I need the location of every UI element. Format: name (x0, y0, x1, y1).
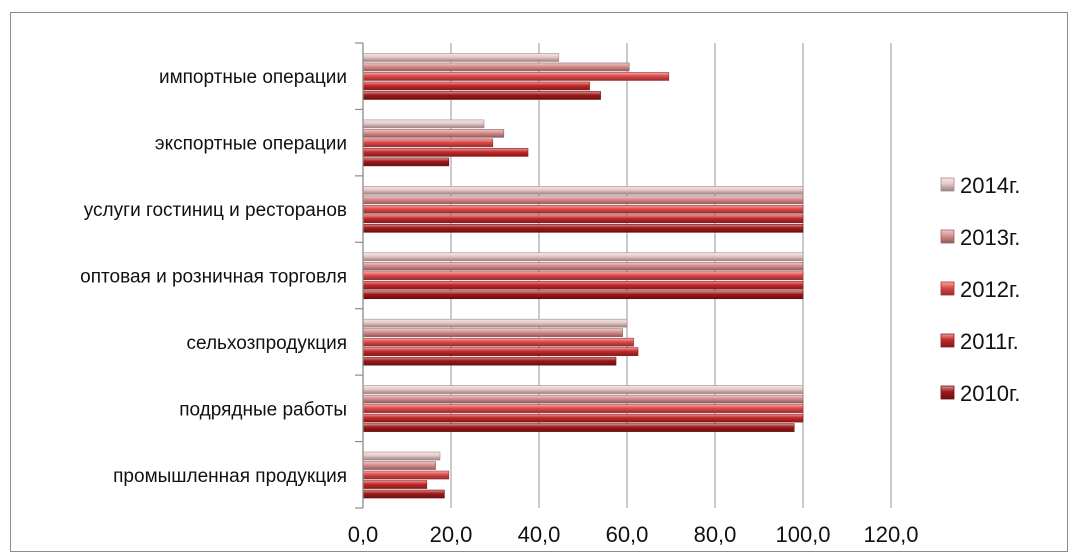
bar (362, 224, 804, 233)
bar (362, 62, 630, 72)
bar (362, 451, 441, 461)
bar (362, 470, 450, 480)
bar (362, 423, 795, 432)
legend-swatch (940, 177, 955, 192)
category-label: импортные операции (159, 67, 347, 88)
bar (362, 129, 505, 138)
category-label: подрядные работы (179, 399, 347, 420)
bar (362, 157, 450, 167)
x-tick-label: 80,0 (694, 522, 737, 547)
bar (362, 394, 804, 404)
x-tick-label: 20,0 (430, 522, 473, 547)
bar (362, 72, 670, 81)
bar (362, 280, 804, 290)
legend-swatch (940, 333, 955, 348)
bar (362, 347, 639, 356)
bar (362, 489, 445, 499)
bar (362, 461, 436, 470)
bar (362, 328, 623, 337)
bar (362, 214, 804, 224)
bar-chart: импортные операции экспортные операции усл… (80, 42, 1020, 547)
legend-label: 2012г. (960, 277, 1020, 302)
category-label: экспортные операции (155, 134, 347, 155)
bar (362, 138, 494, 148)
x-tick-label: 60,0 (606, 522, 649, 547)
bar (362, 261, 804, 271)
axes (355, 42, 364, 509)
bar (362, 252, 804, 262)
category-labels: импортные операции экспортные операции усл… (80, 67, 347, 487)
bar (362, 53, 560, 62)
bars (362, 53, 804, 499)
legend-swatch (940, 281, 955, 296)
x-tick-labels: 0,0 20,0 40,0 60,0 80,0 100,0 120,0 (348, 522, 919, 547)
category-label: услуги гостиниц и ресторанов (84, 200, 347, 221)
legend-label: 2013г. (960, 225, 1020, 250)
bar (362, 148, 529, 157)
category-label: промышленная продукция (113, 466, 347, 487)
legend-label: 2011г. (960, 329, 1019, 354)
bar (362, 91, 601, 100)
legend-label: 2010г. (960, 381, 1020, 406)
bar (362, 271, 804, 281)
bar (362, 119, 485, 129)
bar (362, 385, 804, 394)
bar (362, 404, 804, 413)
legend: 2014г. 2013г. 2012г. 2011г. 2010г. (940, 173, 1020, 406)
x-tick-label: 120,0 (863, 522, 918, 547)
bar (362, 356, 617, 366)
bar (362, 318, 628, 328)
chart-frame: импортные операции экспортные операции усл… (10, 12, 1068, 552)
category-label: оптовая и розничная торговля (80, 267, 347, 288)
legend-swatch (940, 385, 955, 400)
bar (362, 337, 634, 347)
x-tick-label: 0,0 (348, 522, 379, 547)
x-tick-label: 40,0 (518, 522, 561, 547)
category-label: сельхозпродукция (187, 333, 347, 354)
bar (362, 195, 804, 205)
x-tick-label: 100,0 (775, 522, 830, 547)
bar (362, 413, 804, 423)
bar (362, 290, 804, 300)
legend-label: 2014г. (960, 173, 1020, 198)
bar (362, 186, 804, 195)
bar (362, 205, 804, 214)
bar (362, 81, 590, 91)
bar (362, 480, 428, 489)
legend-swatch (940, 229, 955, 244)
